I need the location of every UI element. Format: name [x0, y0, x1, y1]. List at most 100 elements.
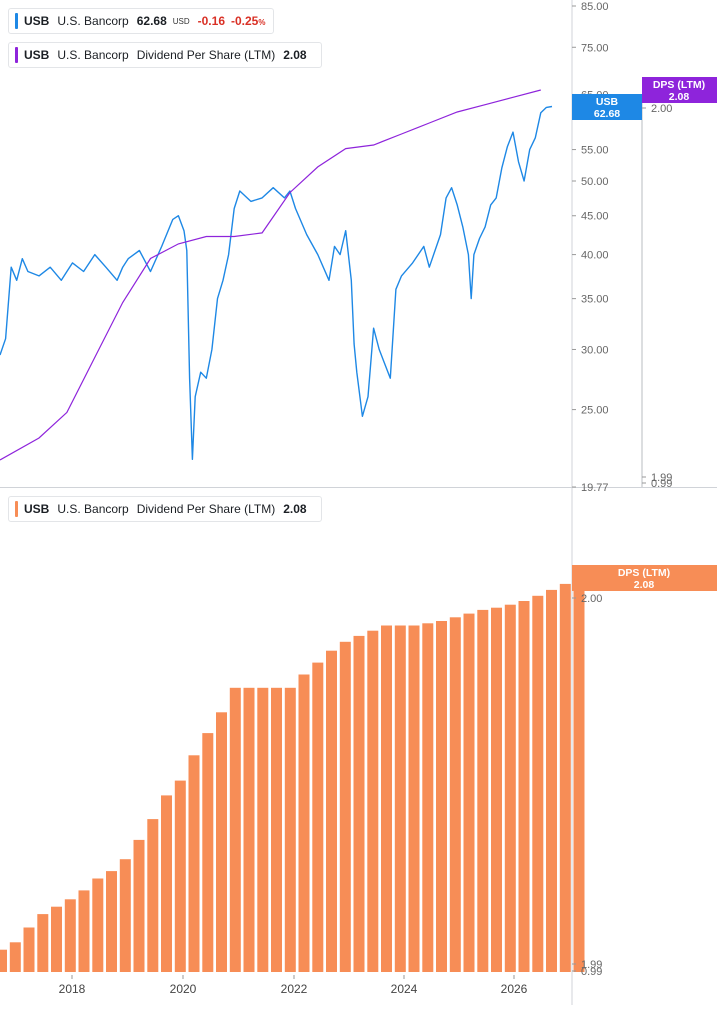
dps-bar: [188, 755, 200, 972]
dps-bar: [463, 613, 475, 972]
price-legend[interactable]: USB U.S. Bancorp 62.68 USD -0.16 -0.25%: [8, 8, 275, 34]
dps-bar: [9, 942, 21, 972]
dps-bar: [477, 609, 489, 972]
dps-bar: [51, 906, 62, 972]
dps-top-legend-metric: Dividend Per Share (LTM): [136, 48, 276, 62]
top-y-tick-label: 45.00: [581, 211, 609, 223]
dps-bottom-last-value-badge: DPS (LTM) 2.08: [572, 565, 717, 591]
price-legend-company: U.S. Bancorp: [57, 14, 129, 28]
dps-bar: [339, 641, 351, 972]
dps-bar: [298, 674, 310, 972]
dps-bar: [119, 859, 131, 972]
top-y-tick-label: 50.00: [581, 176, 609, 188]
dps-bar: [37, 914, 49, 972]
dps-top-legend[interactable]: USB U.S. Bancorp Dividend Per Share (LTM…: [8, 42, 322, 68]
dps-bar: [92, 878, 104, 972]
x-tick-label: 2020: [170, 982, 197, 996]
price-legend-ticker: USB: [24, 14, 50, 28]
dps-bottom-badge-title: DPS (LTM): [618, 567, 670, 579]
dps-bottom-legend[interactable]: USB U.S. Bancorp Dividend Per Share (LTM…: [8, 496, 322, 522]
dps-bottom-badge-value: 2.08: [634, 579, 655, 591]
top-y-tick-label: 35.00: [581, 294, 609, 306]
dps-bar: [216, 712, 227, 972]
dps-bar: [229, 687, 241, 972]
x-tick-label: 2018: [59, 982, 86, 996]
dps-bottom-legend-swatch: [15, 501, 18, 517]
x-tick-label: 2024: [391, 982, 418, 996]
dps-top-badge-title: DPS (LTM): [653, 79, 705, 91]
dps-top-last-value-badge: DPS (LTM) 2.08: [642, 77, 717, 103]
dps-bar: [312, 662, 324, 972]
dps-bar: [436, 621, 447, 972]
dps-bar: [78, 890, 90, 972]
bottom-y-tick-label: 2.00: [581, 593, 602, 605]
dps-bar: [0, 949, 7, 972]
price-legend-change-pct: -0.25%: [231, 14, 266, 28]
dps-bar: [381, 625, 392, 972]
dps-bottom-legend-value: 2.08: [283, 502, 307, 516]
dps-bar: [106, 871, 117, 972]
dps-bar: [491, 607, 502, 972]
dps-bar: [161, 795, 172, 972]
dps-top-legend-value: 2.08: [283, 48, 307, 62]
bottom-y-tick-label: 0.99: [581, 966, 602, 978]
top-y-tick-label: 25.00: [581, 405, 609, 417]
top-y-tick-label: 85.00: [581, 1, 609, 13]
dps-bar: [284, 687, 296, 972]
bottom-y-tick-label: 1.99: [581, 959, 602, 971]
dps-bar: [23, 927, 35, 972]
dps-bottom-legend-ticker: USB: [24, 502, 50, 516]
price-line: [0, 105, 553, 460]
bars-layer: [0, 578, 585, 972]
sec-y-tick-label: 2.00: [651, 103, 672, 115]
dps-bar: [394, 625, 406, 972]
lines-layer: [0, 89, 553, 461]
dps-bar: [202, 733, 214, 972]
dps-bar: [422, 623, 434, 972]
dps-bar: [271, 687, 282, 972]
top-y-tick-label: 19.77: [581, 482, 609, 494]
top-y-tick-label: 30.00: [581, 344, 609, 356]
dps-bar: [573, 578, 585, 972]
dps-bar: [174, 780, 186, 972]
x-tick-label: 2022: [281, 982, 308, 996]
dps-bar: [546, 589, 557, 972]
dps-bottom-legend-metric: Dividend Per Share (LTM): [136, 502, 276, 516]
dps-bar: [326, 650, 337, 972]
dps-bar: [133, 839, 145, 972]
dps-top-legend-swatch: [15, 47, 18, 63]
dps-bar: [408, 625, 420, 972]
dps-top-legend-ticker: USB: [24, 48, 50, 62]
dps-bar: [449, 617, 461, 972]
dps-line: [0, 89, 541, 461]
dps-bar: [64, 899, 76, 972]
sec-y-tick-label: 0.99: [651, 478, 672, 490]
price-legend-change: -0.16: [197, 14, 225, 28]
price-legend-swatch: [15, 13, 18, 29]
dps-bottom-legend-company: U.S. Bancorp: [57, 502, 129, 516]
top-y-tick-label: 75.00: [581, 42, 609, 54]
dps-bar: [518, 601, 530, 972]
dps-bar: [243, 687, 255, 972]
dps-top-badge-value: 2.08: [669, 91, 690, 103]
dps-bar: [353, 635, 365, 972]
sec-y-tick-label: 1.99: [651, 472, 672, 484]
top-y-tick-label: 40.00: [581, 250, 609, 262]
price-legend-value: 62.68: [136, 14, 167, 28]
dps-bar: [257, 687, 269, 972]
price-badge-title: USB: [596, 96, 619, 108]
dps-bar: [504, 604, 516, 972]
dps-top-legend-company: U.S. Bancorp: [57, 48, 129, 62]
price-last-value-badge: USB 62.68: [572, 94, 642, 120]
top-y-tick-label: 55.00: [581, 145, 609, 157]
price-legend-currency: USD: [172, 16, 190, 26]
x-tick-label: 2026: [501, 982, 528, 996]
dps-bar: [559, 583, 571, 972]
dps-bar: [147, 819, 159, 972]
dps-bar: [367, 630, 379, 972]
price-badge-value: 62.68: [594, 108, 620, 120]
dps-bar: [532, 595, 544, 972]
